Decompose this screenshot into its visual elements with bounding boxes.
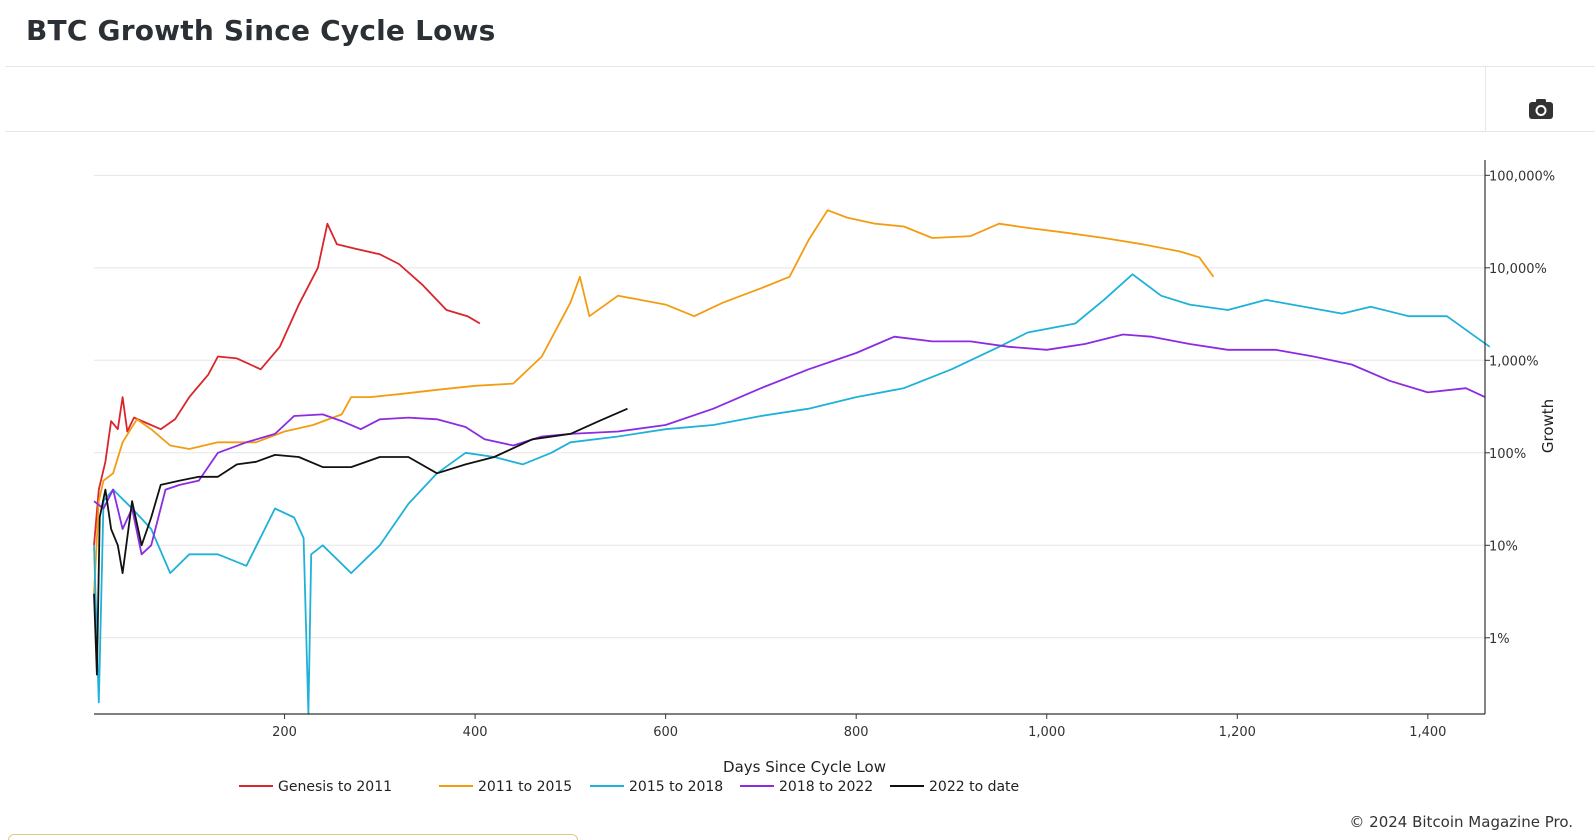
legend-label: Genesis to 2011 (278, 779, 392, 795)
series-line-3 (93, 273, 1491, 715)
header-divider (5, 66, 1595, 67)
series-lines (93, 209, 1491, 715)
legend: Genesis to 2011 2011 to 2015 2015 to 2018 2… (239, 779, 1019, 795)
y-tick-label: 10% (1489, 539, 1518, 554)
toolbar-separator (1485, 67, 1486, 131)
toolbar-divider-bottom (5, 131, 1595, 132)
y-tick-label: 10,000% (1489, 262, 1547, 277)
axes: 1% 10% 100% 1,000% 10,000% 100,000% 200 400 600 8… (94, 160, 1557, 776)
copyright-text: © 2024 Bitcoin Magazine Pro. (1349, 813, 1573, 831)
y-tick-label: 100,000% (1489, 169, 1555, 184)
x-tick-label: 1,400 (1409, 725, 1446, 740)
page-title: BTC Growth Since Cycle Lows (26, 14, 496, 47)
y-tick-label: 100% (1489, 447, 1526, 462)
y-axis-title: Growth (1539, 399, 1557, 453)
grid-lines (94, 174, 1485, 639)
y-tick-label: 1,000% (1489, 354, 1539, 369)
x-tick-label: 1,000 (1028, 725, 1065, 740)
x-tick-label: 1,200 (1219, 725, 1256, 740)
x-tick-label: 400 (463, 725, 488, 740)
x-axis-title: Days Since Cycle Low (723, 758, 886, 776)
series-line-2 (93, 209, 1215, 594)
x-tick-label: 200 (272, 725, 297, 740)
y-tick-label: 1% (1489, 632, 1510, 647)
x-tick-label: 800 (844, 725, 869, 740)
series-line-4 (93, 333, 1486, 556)
x-tick-label: 600 (653, 725, 678, 740)
legend-label: 2011 to 2015 (478, 779, 572, 795)
legend-label: 2015 to 2018 (629, 779, 723, 795)
legend-label: 2022 to date (929, 779, 1019, 795)
series-line-1 (93, 222, 481, 546)
series-line-5 (93, 407, 628, 676)
bottom-panel-edge (8, 834, 578, 840)
legend-label: 2018 to 2022 (779, 779, 873, 795)
camera-icon[interactable] (1528, 98, 1554, 120)
